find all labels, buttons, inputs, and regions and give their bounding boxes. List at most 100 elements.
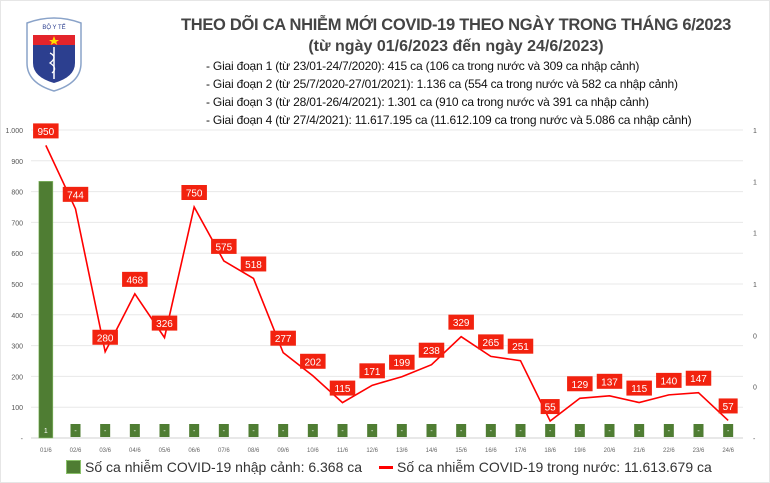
x-axis-tick: 01/6 (40, 448, 52, 454)
bar-label-box (485, 424, 496, 437)
line-label-box (507, 338, 534, 354)
right-axis-tick: 1 (753, 231, 757, 238)
x-axis-tick: 07/6 (218, 448, 230, 454)
phase-4-text: - Giai đoạn 4 (từ 27/4/2021): 11.617.195… (206, 113, 692, 127)
bar-label-box (159, 424, 170, 437)
bar-label: - (193, 428, 196, 435)
line-data-label: 137 (601, 377, 618, 388)
x-axis-tick: 17/6 (515, 448, 527, 454)
line-data-label: 468 (126, 275, 143, 286)
line-label-box (181, 185, 207, 200)
bar-label: - (282, 428, 285, 435)
bar-label: - (341, 428, 344, 435)
legend-item-imported: Số ca nhiễm COVID-19 nhập cảnh: 6.368 ca (66, 459, 362, 475)
line-data-label: 329 (453, 318, 470, 329)
line-label-box (540, 399, 560, 415)
bar-label-box (307, 424, 318, 437)
x-axis-tick: 22/6 (663, 448, 675, 454)
left-axis-tick: 100 (11, 405, 23, 412)
bar-label: - (163, 428, 166, 435)
x-axis-tick: 13/6 (396, 448, 408, 454)
x-axis-tick: 18/6 (544, 448, 556, 454)
x-axis-tick: 05/6 (159, 448, 171, 454)
bar-label-box (426, 424, 437, 437)
bar-label: - (579, 428, 582, 435)
line-data-label: 575 (215, 242, 232, 253)
bar-label-box (189, 424, 200, 437)
line-label-box (448, 314, 474, 330)
legend-item-domestic: Số ca nhiễm COVID-19 trong nước: 11.613.… (379, 459, 712, 475)
x-axis-tick: 21/6 (633, 448, 645, 454)
bar-label: - (74, 428, 77, 435)
line-label-box (33, 123, 59, 139)
line-label-box (389, 354, 415, 370)
x-axis-tick: 10/6 (307, 448, 319, 454)
legend-label-imported: Số ca nhiễm COVID-19 nhập cảnh: 6.368 ca (85, 459, 363, 475)
bar-label: - (312, 428, 315, 435)
x-axis-tick: 23/6 (693, 448, 705, 454)
legend-line-swatch (379, 465, 393, 469)
bar-label-box (604, 424, 615, 437)
bar-label-box (248, 424, 259, 437)
line-data-label: 140 (660, 376, 677, 387)
line-label-box (626, 380, 652, 396)
line-data-label: 57 (723, 402, 735, 413)
line-data-label: 265 (482, 338, 499, 349)
bar-label-box (663, 424, 674, 437)
x-axis-tick: 09/6 (277, 448, 289, 454)
line-data-label: 202 (304, 357, 321, 368)
bar-label-box (70, 424, 81, 437)
chart-title: THEO DÕI CA NHIỄM MỚI COVID-19 THEO NGÀY… (180, 16, 732, 34)
right-axis-tick: 0 (753, 385, 757, 392)
left-axis-tick: 800 (11, 190, 23, 197)
line-label-box (270, 330, 296, 346)
x-axis-tick: 16/6 (485, 448, 497, 454)
left-axis-tick: - (21, 436, 24, 443)
bar (38, 181, 54, 439)
bar-label-box (456, 424, 467, 437)
bar-label: - (668, 428, 671, 435)
x-axis-tick: 02/6 (70, 448, 82, 454)
line-data-label: 280 (97, 333, 114, 344)
right-axis-tick: - (753, 436, 756, 443)
line-data-label: 238 (423, 346, 440, 357)
x-axis-tick: 03/6 (99, 448, 111, 454)
line-label-box (685, 370, 712, 386)
bar-label-box (218, 424, 229, 437)
legend-label-domestic: Số ca nhiễm COVID-19 trong nước: 11.613.… (397, 459, 712, 475)
phase-3-text: - Giai đoạn 3 (từ 28/01-26/4/2021): 1.30… (206, 95, 649, 109)
right-axis-tick: 1 (753, 179, 757, 186)
bar-label: - (371, 428, 374, 435)
line-data-label: 950 (37, 127, 54, 138)
line-label-box (62, 186, 89, 202)
bar-label: - (252, 428, 255, 435)
right-axis-tick: 1 (753, 128, 757, 135)
bar-label-box (278, 424, 289, 437)
line-data-label: 115 (631, 384, 647, 395)
moh-logo: BỘ Y TẾ (26, 17, 82, 92)
line-data-label: 171 (364, 367, 381, 378)
bar-label-box (693, 424, 704, 437)
left-axis-tick: 1.000 (5, 128, 23, 135)
svg-text:BỘ Y TẾ: BỘ Y TẾ (42, 24, 65, 31)
bar-label: - (519, 428, 522, 435)
left-axis-tick: 200 (11, 374, 23, 381)
left-axis-tick: 300 (11, 344, 23, 351)
left-axis-tick: 500 (11, 282, 23, 289)
bar-label: - (490, 428, 493, 435)
bar-label: - (104, 428, 107, 435)
bar-label: - (549, 428, 552, 435)
line-label-box (151, 315, 178, 331)
bar-label-box (40, 424, 51, 437)
bar-label-box (100, 424, 111, 437)
line-data-label: 199 (393, 358, 410, 369)
bar-label-box (129, 424, 140, 437)
line-data-label: 115 (335, 384, 351, 395)
right-axis-tick: 0 (753, 333, 757, 340)
bar-label: - (638, 428, 641, 435)
x-axis-tick: 24/6 (722, 448, 734, 454)
bar-label-box (396, 424, 407, 437)
bar-label: - (134, 428, 137, 435)
